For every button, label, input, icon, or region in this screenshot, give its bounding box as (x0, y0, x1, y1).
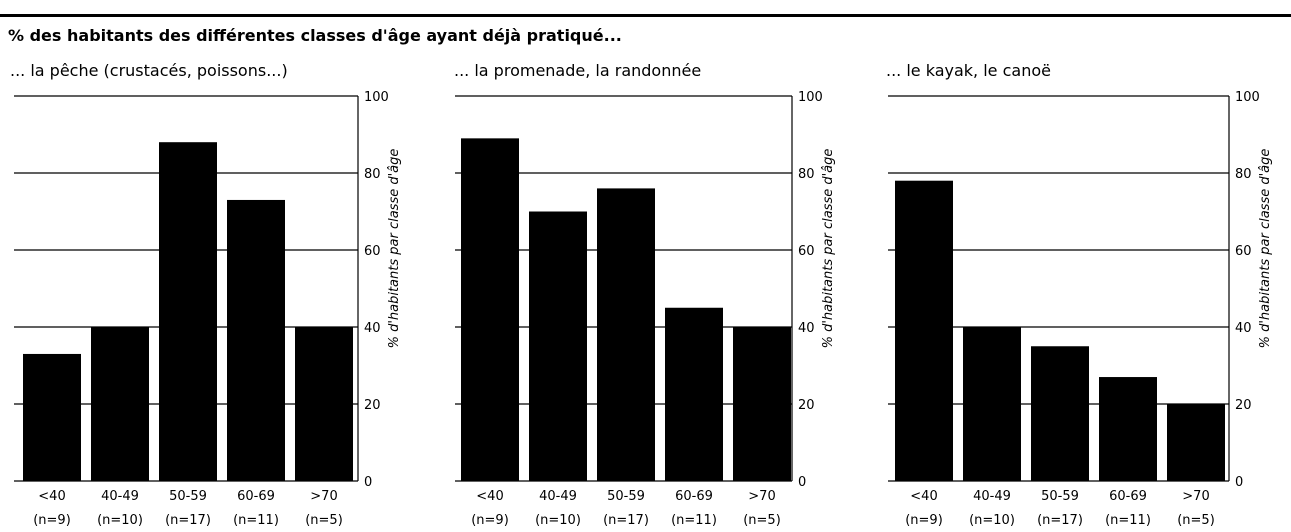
bar-4049 (529, 211, 587, 481)
category-count-label: (n=11) (233, 513, 279, 528)
y-tick-label: 40 (798, 321, 815, 336)
y-tick-label: 100 (364, 90, 389, 105)
category-label: >70 (748, 489, 775, 504)
y-tick-label: 80 (1235, 167, 1252, 182)
category-label: 40-49 (539, 489, 577, 504)
chart-panel-1: 0 20 40 60 80 100 <40 (n=9) 40-49 (n=10) 50-59 (n=1… (455, 90, 836, 528)
top-rule (0, 14, 1291, 17)
bar-6069 (665, 307, 723, 481)
bar-6069 (227, 199, 285, 481)
category-count-label: (n=5) (743, 513, 781, 528)
bar-40 (895, 180, 953, 481)
bar-5059 (159, 142, 217, 481)
y-tick-label: 0 (364, 475, 372, 490)
category-count-label: (n=9) (471, 513, 509, 528)
chart-panel-2: 0 20 40 60 80 100 <40 (n=9) 40-49 (n=10) 50-59 (n=1… (888, 90, 1273, 528)
category-count-label: (n=17) (1037, 513, 1083, 528)
category-label: <40 (910, 489, 937, 504)
y-axis-label: % d'habitants par classe d'âge (821, 149, 836, 349)
y-tick-label: 100 (1235, 90, 1260, 105)
bar-40 (23, 353, 81, 481)
y-axis-label: % d'habitants par classe d'âge (1258, 149, 1273, 349)
y-tick-label: 60 (364, 244, 381, 259)
y-axis-label: % d'habitants par classe d'âge (387, 149, 402, 349)
y-tick-label: 100 (798, 90, 823, 105)
category-count-label: (n=10) (97, 513, 143, 528)
panel-title-kayak: ... le kayak, le canoë (886, 61, 1051, 80)
category-label: 60-69 (1109, 489, 1147, 504)
category-count-label: (n=17) (165, 513, 211, 528)
y-tick-label: 60 (1235, 244, 1252, 259)
category-count-label: (n=11) (1105, 513, 1151, 528)
y-tick-label: 20 (364, 398, 381, 413)
category-label: <40 (38, 489, 65, 504)
bar-5059 (597, 188, 655, 481)
bar-70 (733, 327, 791, 481)
y-tick-label: 40 (364, 321, 381, 336)
category-label: 50-59 (1041, 489, 1079, 504)
category-count-label: (n=5) (1177, 513, 1215, 528)
y-tick-label: 20 (1235, 398, 1252, 413)
category-count-label: (n=17) (603, 513, 649, 528)
bar-4049 (91, 327, 149, 481)
category-label: 50-59 (607, 489, 645, 504)
category-label: 60-69 (237, 489, 275, 504)
y-tick-label: 20 (798, 398, 815, 413)
y-tick-label: 80 (798, 167, 815, 182)
main-title: % des habitants des différentes classes … (8, 26, 622, 45)
panel-title-promenade: ... la promenade, la randonnée (454, 61, 702, 80)
category-count-label: (n=9) (905, 513, 943, 528)
category-count-label: (n=11) (671, 513, 717, 528)
category-label: 40-49 (973, 489, 1011, 504)
y-tick-label: 0 (1235, 475, 1243, 490)
category-label: 50-59 (169, 489, 207, 504)
category-label: >70 (1182, 489, 1209, 504)
bar-70 (295, 327, 353, 481)
bar-6069 (1099, 377, 1157, 481)
category-label: <40 (476, 489, 503, 504)
panel-title-peche: ... la pêche (crustacés, poissons...) (10, 61, 288, 80)
bar-5059 (1031, 346, 1089, 481)
y-tick-label: 80 (364, 167, 381, 182)
y-tick-label: 0 (798, 475, 806, 490)
bar-4049 (963, 327, 1021, 481)
category-label: >70 (310, 489, 337, 504)
category-count-label: (n=10) (535, 513, 581, 528)
y-tick-label: 60 (798, 244, 815, 259)
category-count-label: (n=5) (305, 513, 343, 528)
category-label: 40-49 (101, 489, 139, 504)
bar-70 (1167, 404, 1225, 481)
category-count-label: (n=9) (33, 513, 71, 528)
chart-panel-0: 0 20 40 60 80 100 <40 (n=9) 40-49 (n=10) 50-59 (n=1… (14, 90, 402, 528)
category-count-label: (n=10) (969, 513, 1015, 528)
category-label: 60-69 (675, 489, 713, 504)
y-tick-label: 40 (1235, 321, 1252, 336)
bar-40 (461, 138, 519, 481)
